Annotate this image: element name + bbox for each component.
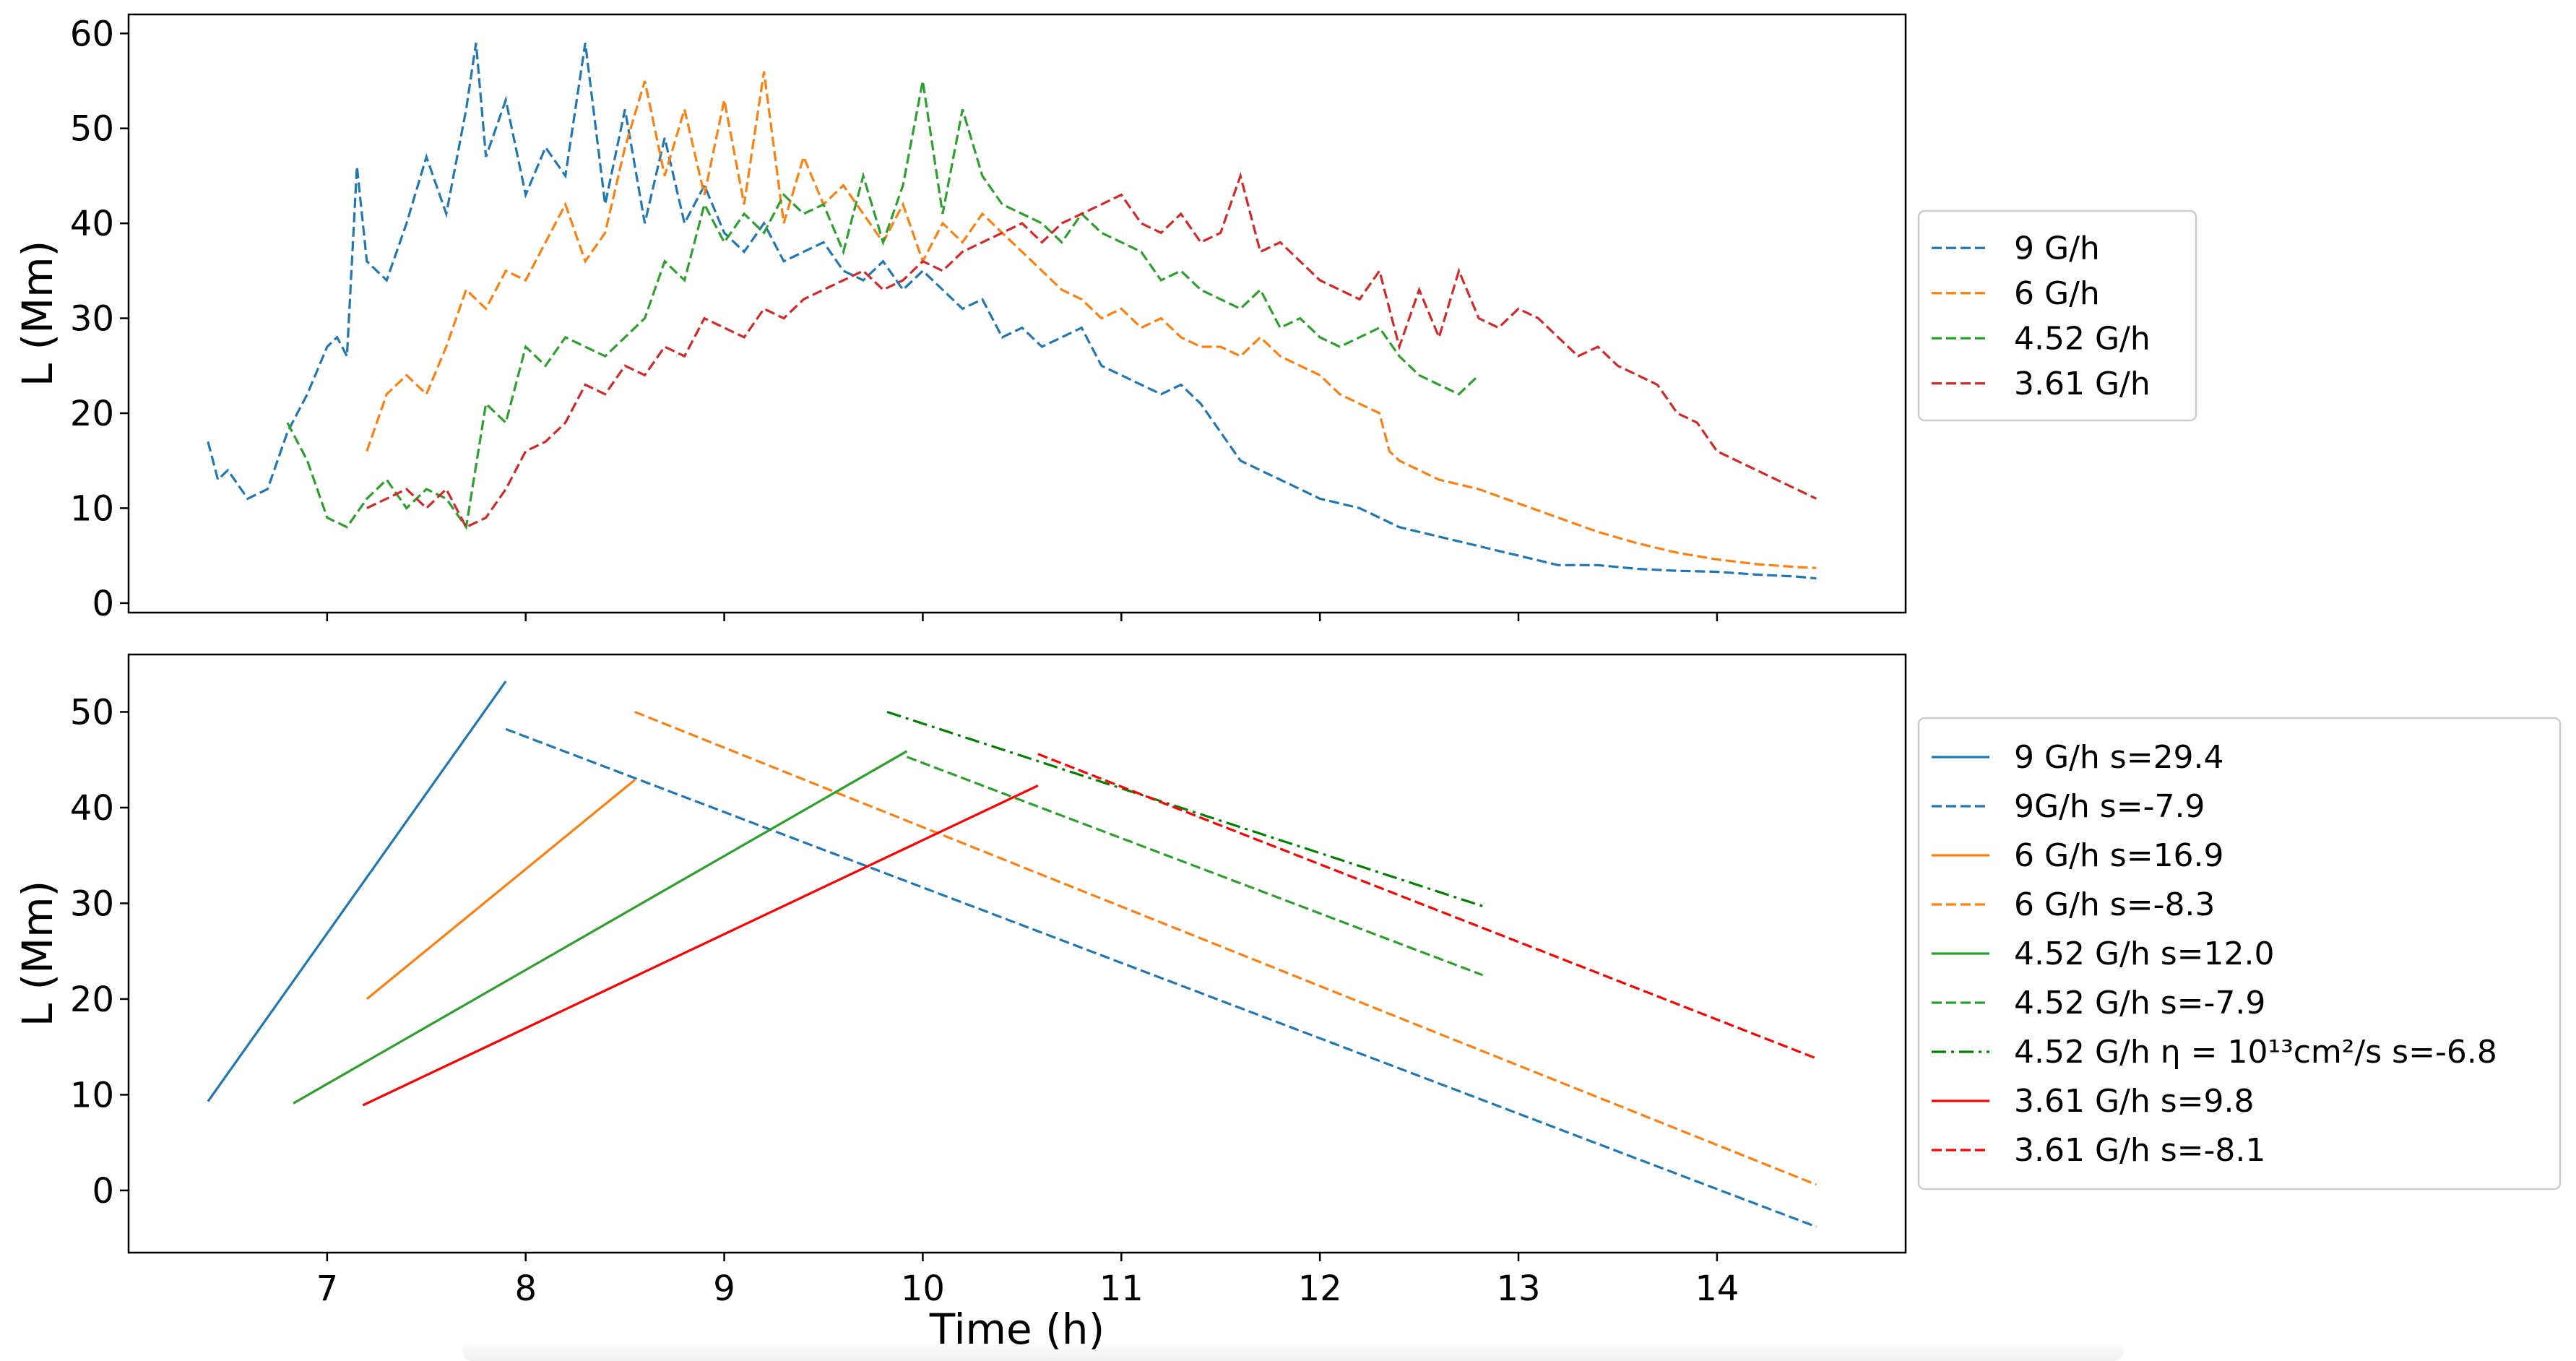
top-panel: 0 10 20 30 40 50 60 L (Mm) 9 G/h 6 G/h 4.52 G/h 3… — [13, 13, 2197, 624]
top-ytick-label-5: 50 — [70, 109, 114, 150]
x-axis-label: Time (h) — [929, 1305, 1105, 1354]
top-legend-label-2: 4.52 G/h — [2014, 320, 2151, 357]
bot-xtick-label-0: 7 — [316, 1269, 339, 1309]
top-ytick-label-2: 20 — [70, 394, 114, 434]
bot-series-line-4 — [293, 750, 908, 1105]
bot-series-line-6 — [886, 710, 1483, 907]
top-legend: 9 G/h 6 G/h 4.52 G/h 3.61 G/h — [1917, 209, 2197, 422]
bot-legend-label-2: 6 G/h s=16.9 — [2014, 837, 2224, 874]
top-legend-label-3: 3.61 G/h — [2014, 366, 2151, 402]
top-legend-label-1: 6 G/h — [2014, 275, 2100, 312]
bot-series-line-2 — [366, 779, 636, 1001]
bot-legend-label-8: 3.61 G/h s=-8.1 — [2014, 1132, 2265, 1169]
bot-legend-label-4: 4.52 G/h s=12.0 — [2014, 936, 2275, 972]
bot-series-line-7 — [362, 785, 1039, 1107]
bottom-y-ticks: 0 10 20 30 40 50 — [70, 692, 129, 1211]
bot-ytick-label-2: 20 — [70, 980, 114, 1020]
top-y-ticks: 0 10 20 30 40 50 60 — [70, 14, 129, 624]
bot-legend-label-0: 9 G/h s=29.4 — [2014, 739, 2224, 776]
top-series-line-3 — [366, 171, 1817, 529]
bot-legend-box — [1917, 717, 2562, 1191]
bot-xtick-label-3: 10 — [901, 1269, 945, 1309]
top-plot-frame — [127, 13, 1907, 614]
bot-xtick-label-6: 13 — [1496, 1269, 1540, 1309]
top-series-line-0 — [207, 43, 1817, 580]
bot-ytick-label-0: 0 — [92, 1171, 114, 1211]
bottom-shadow — [462, 1341, 2124, 1361]
top-legend-label-0: 9 G/h — [2014, 230, 2100, 267]
bot-xtick-label-4: 11 — [1099, 1269, 1144, 1309]
top-y-axis-label: L (Mm) — [13, 241, 62, 387]
top-series-line-2 — [286, 80, 1480, 530]
top-series-line-1 — [366, 71, 1817, 569]
bottom-x-ticks: 7 8 9 10 11 12 13 14 — [316, 1253, 1739, 1309]
top-series-lines — [207, 43, 1817, 580]
bot-series-line-8 — [1037, 753, 1817, 1060]
bot-legend-label-3: 6 G/h s=-8.3 — [2014, 886, 2215, 923]
bot-series-line-0 — [207, 680, 507, 1102]
top-x-ticks — [326, 613, 1719, 621]
bot-series-line-3 — [634, 711, 1817, 1186]
bot-legend-label-7: 3.61 G/h s=9.8 — [2014, 1083, 2255, 1120]
bot-legend-label-6: 4.52 G/h η = 10¹³cm²/s s=-6.8 — [2014, 1034, 2497, 1071]
bot-ytick-label-5: 50 — [70, 692, 114, 733]
top-ytick-label-6: 60 — [70, 14, 114, 54]
top-legend-box — [1917, 209, 2197, 422]
bottom-legend: 9 G/h s=29.4 9G/h s=-7.9 6 G/h s=16.9 6 G/h… — [1917, 717, 2562, 1191]
bot-xtick-label-7: 14 — [1695, 1269, 1739, 1309]
bottom-panel: 0 10 20 30 40 50 7 8 9 10 11 12 13 14 L (Mm) Time (h… — [13, 653, 2562, 1354]
top-ytick-label-3: 30 — [70, 299, 114, 340]
bot-xtick-label-1: 8 — [514, 1269, 537, 1309]
bot-legend-label-1: 9G/h s=-7.9 — [2014, 788, 2205, 825]
top-ytick-label-0: 0 — [92, 584, 114, 624]
top-ytick-label-4: 40 — [70, 204, 114, 244]
bot-ytick-label-3: 30 — [70, 883, 114, 924]
bot-xtick-label-2: 9 — [713, 1269, 735, 1309]
bot-series-line-1 — [505, 727, 1817, 1228]
bot-ytick-label-4: 40 — [70, 788, 114, 829]
bot-legend-label-5: 4.52 G/h s=-7.9 — [2014, 985, 2265, 1021]
bot-xtick-label-5: 12 — [1298, 1269, 1342, 1309]
bottom-plot-frame — [127, 653, 1907, 1254]
bot-ytick-label-1: 10 — [70, 1075, 114, 1115]
bot-series-line-5 — [906, 756, 1484, 977]
bottom-series-lines — [207, 680, 1817, 1228]
top-ytick-label-1: 10 — [70, 488, 114, 529]
bottom-y-axis-label: L (Mm) — [13, 881, 62, 1027]
